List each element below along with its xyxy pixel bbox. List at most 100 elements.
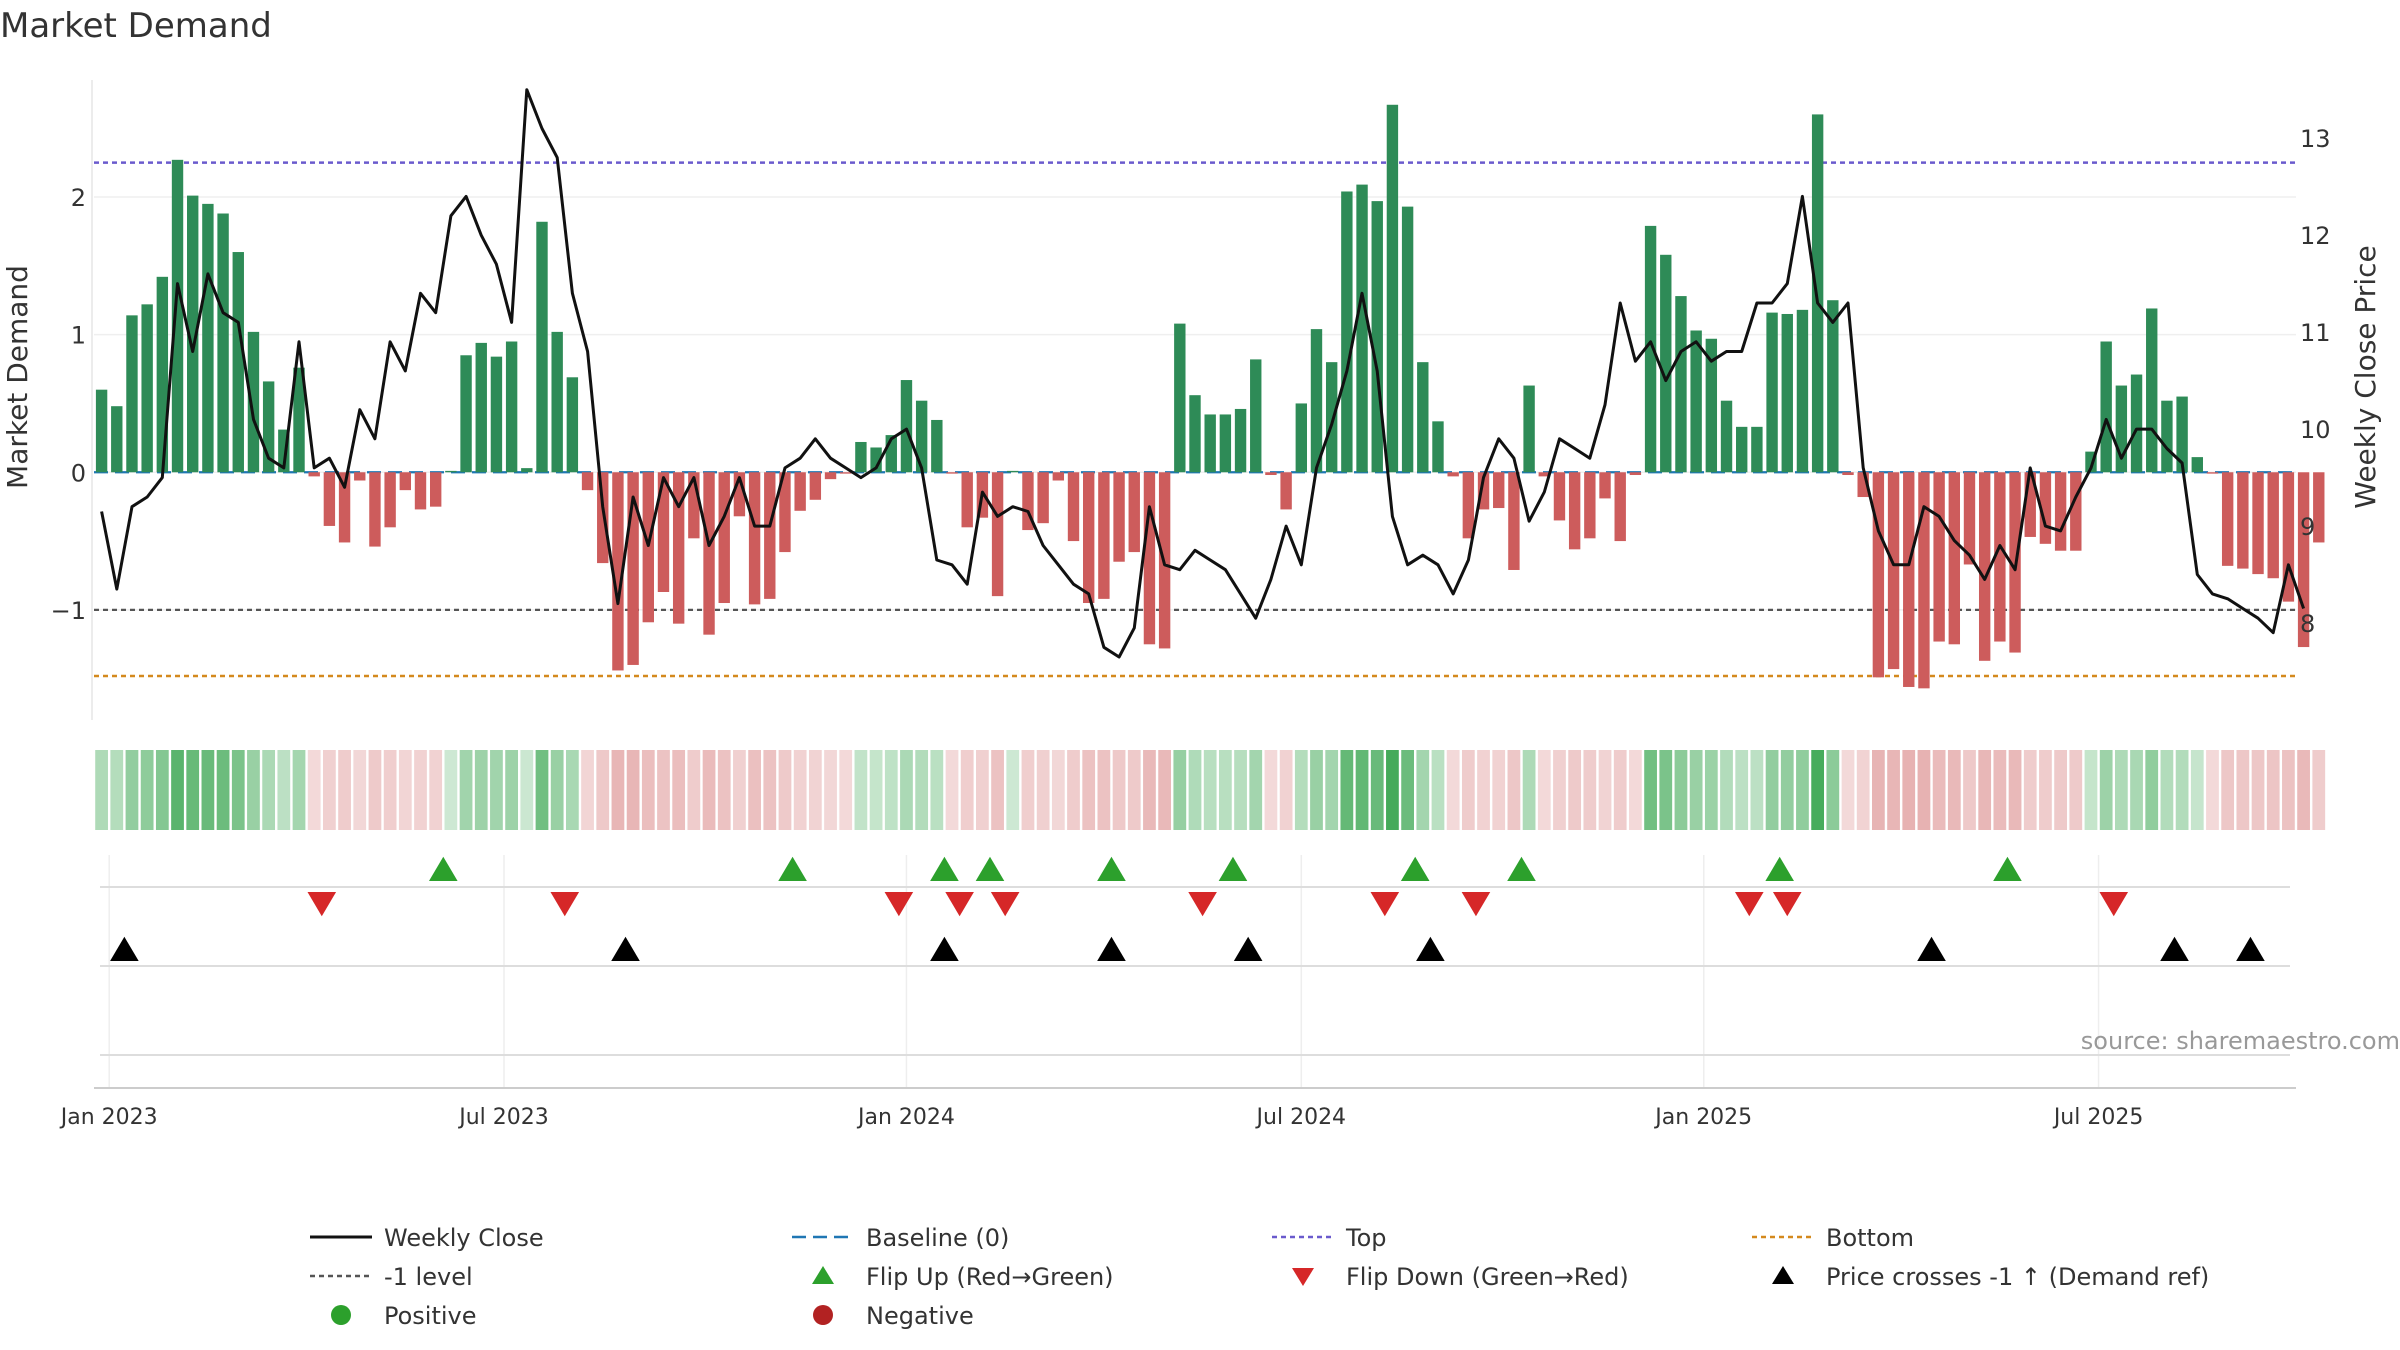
- legend-item: Bottom: [1752, 1224, 1914, 1252]
- heat-cell: [2297, 750, 2310, 830]
- demand-bar: [2085, 451, 2097, 473]
- source-label: source: sharemaestro.com: [2081, 1027, 2400, 1055]
- y2-tick-label: 9: [2300, 513, 2315, 541]
- demand-bar: [2206, 472, 2219, 474]
- heat-cell: [778, 750, 792, 830]
- heat-cell: [1841, 750, 1855, 830]
- demand-bar: [642, 472, 654, 623]
- legend-label: Negative: [866, 1302, 974, 1330]
- price-cross-marker: [2236, 936, 2265, 961]
- heat-cell: [1431, 750, 1445, 830]
- demand-bar: [1007, 470, 1019, 473]
- demand-bar: [354, 472, 366, 481]
- demand-bar: [581, 472, 594, 491]
- heat-cell: [1522, 750, 1536, 830]
- flip-up-marker: [1507, 856, 1536, 881]
- demand-bar: [232, 252, 244, 473]
- legend-label: Flip Down (Green→Red): [1346, 1263, 1629, 1291]
- heat-cell: [2190, 750, 2204, 830]
- legend-label: Positive: [384, 1302, 477, 1330]
- legend-label: Flip Up (Red→Green): [866, 1263, 1114, 1291]
- heat-cell: [1978, 750, 1992, 830]
- demand-bar: [2176, 396, 2188, 473]
- heat-cell: [292, 750, 306, 830]
- demand-bar: [718, 472, 730, 604]
- demand-bar: [308, 472, 320, 477]
- demand-bar: [1887, 472, 1900, 670]
- heat-cell: [186, 750, 200, 830]
- demand-bar: [521, 468, 533, 473]
- demand-bar: [597, 472, 609, 564]
- heat-cell: [1097, 750, 1111, 830]
- y2-axis-ticks: 8 9 10 11 12 13: [2300, 125, 2331, 638]
- heat-cell: [1112, 750, 1126, 830]
- y-tick-label: 0: [71, 459, 86, 487]
- demand-bar: [794, 472, 806, 511]
- demand-bar: [2191, 457, 2203, 473]
- demand-bar: [946, 472, 958, 474]
- heat-cell: [550, 750, 564, 830]
- y-tick-label: 2: [71, 184, 86, 212]
- heat-cell: [611, 750, 625, 830]
- demand-bar: [1234, 408, 1247, 473]
- heat-cell: [2145, 750, 2159, 830]
- demand-bar: [1417, 362, 1429, 473]
- legend-label: Baseline (0): [866, 1224, 1009, 1252]
- heat-cell: [2282, 750, 2295, 830]
- demand-bar: [1204, 414, 1216, 473]
- x-tick-label: Jul 2024: [1255, 1105, 1347, 1130]
- heat-cell: [1067, 750, 1080, 830]
- legend-item: Top: [1272, 1224, 1387, 1252]
- heat-cell: [231, 750, 245, 830]
- demand-bar: [1857, 472, 1869, 498]
- price-cross-marker: [611, 936, 640, 961]
- price-cross-marker: [1416, 936, 1445, 961]
- heat-cell: [1279, 750, 1293, 830]
- demand-bar: [1978, 472, 1991, 661]
- demand-bar: [672, 472, 685, 624]
- demand-bar: [961, 472, 973, 528]
- heat-cell: [459, 750, 473, 830]
- legend-swatch: [813, 1305, 833, 1325]
- demand-bar: [1903, 472, 1915, 687]
- demand-bar: [323, 472, 336, 526]
- flip-down-marker: [990, 892, 1020, 917]
- legend-item: Price crosses -1 ↑ (Demand ref): [1772, 1263, 2209, 1291]
- heat-cell: [1477, 750, 1490, 830]
- heat-cell: [1294, 750, 1308, 830]
- heat-cell: [960, 750, 974, 830]
- heat-cell: [2236, 750, 2250, 830]
- demand-bar: [931, 419, 943, 473]
- chart-title: Market Demand: [0, 6, 272, 46]
- heat-cell: [1963, 750, 1976, 830]
- heat-cell: [1872, 750, 1885, 830]
- demand-bar: [2070, 472, 2082, 551]
- demand-bar: [1462, 472, 1475, 539]
- demand-bar: [2282, 472, 2295, 602]
- heat-cell: [1537, 750, 1551, 830]
- heat-cell: [383, 750, 397, 830]
- heat-cell: [535, 750, 549, 830]
- flip-down-marker: [550, 892, 580, 917]
- y2-tick-label: 10: [2300, 416, 2331, 444]
- demand-bar: [748, 472, 761, 605]
- heat-cell: [1887, 750, 1900, 830]
- demand-bar: [414, 472, 427, 510]
- x-tick-label: Jul 2025: [2052, 1105, 2144, 1130]
- heat-cell: [1386, 750, 1399, 830]
- demand-bar: [1796, 309, 1809, 473]
- flip-down-marker: [1772, 892, 1802, 917]
- legend-item: -1 level: [310, 1263, 473, 1291]
- heat-cell: [1750, 750, 1764, 830]
- legend-swatch: [1772, 1266, 1794, 1284]
- demand-bar: [627, 472, 639, 665]
- demand-bar: [2161, 400, 2173, 473]
- heat-cell: [839, 750, 853, 830]
- legend-label: Top: [1345, 1224, 1387, 1252]
- demand-bar: [1083, 472, 1095, 604]
- legend-item: Flip Up (Red→Green): [812, 1263, 1114, 1291]
- demand-bar: [824, 472, 837, 480]
- demand-bar: [171, 159, 184, 473]
- demand-bar: [703, 472, 715, 635]
